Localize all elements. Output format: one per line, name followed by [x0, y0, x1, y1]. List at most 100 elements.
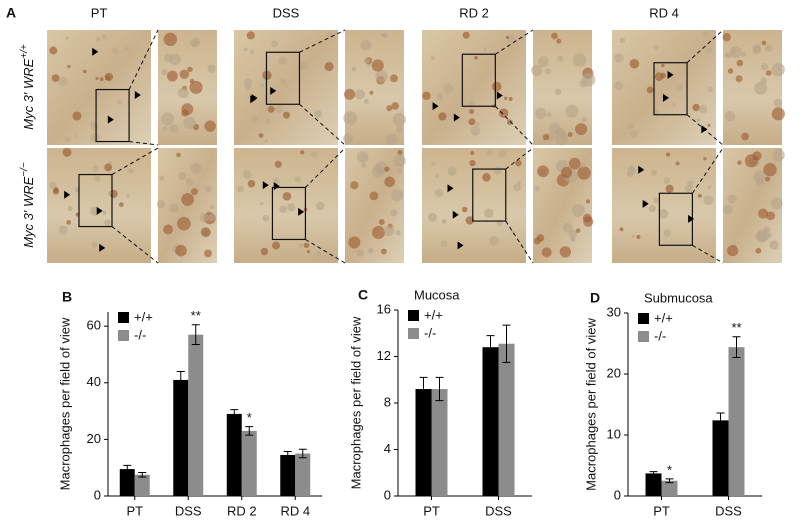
cell: [64, 136, 71, 143]
cell: [661, 63, 665, 68]
bar: [119, 469, 135, 496]
cell: [651, 169, 658, 176]
error-bar: [649, 471, 658, 476]
cell: [462, 31, 470, 39]
cell: [67, 205, 73, 212]
significance-mark: *: [667, 462, 672, 477]
error-bar: [665, 478, 674, 484]
legend-label: -/-: [424, 325, 436, 340]
cell: [371, 59, 384, 72]
arrowhead: [496, 91, 503, 100]
cell: [422, 91, 431, 100]
error-bar: [176, 370, 185, 389]
cell: [371, 165, 385, 178]
arrowhead: [134, 90, 141, 99]
cell: [190, 188, 198, 196]
legend-swatch: [408, 310, 419, 321]
cell: [166, 70, 178, 82]
cell: [314, 110, 323, 118]
cell: [356, 151, 369, 163]
cell: [760, 63, 769, 71]
x-tick-label: PT: [653, 503, 670, 518]
cell: [727, 68, 734, 74]
cell: [546, 112, 552, 118]
cell: [282, 191, 292, 201]
cell: [544, 68, 551, 75]
cell: [102, 210, 107, 215]
inset-link: [305, 239, 346, 264]
significance-mark: **: [191, 308, 201, 323]
cell: [344, 88, 356, 100]
cell: [190, 39, 199, 48]
chart-title: Submucosa: [644, 290, 713, 305]
cell: [390, 74, 398, 83]
cell: [469, 109, 475, 115]
cell: [236, 185, 244, 193]
panel-label: A: [6, 5, 16, 21]
cell: [175, 244, 187, 257]
cell: [730, 48, 736, 55]
cell: [208, 213, 216, 221]
cell: [703, 157, 707, 161]
cell: [469, 160, 476, 167]
cell: [735, 75, 743, 83]
cell: [260, 201, 264, 206]
cell: [654, 69, 659, 74]
cell: [614, 53, 624, 63]
cell: [767, 233, 772, 238]
cell: [636, 234, 641, 239]
cell: [177, 216, 191, 231]
legend-label: -/-: [134, 327, 146, 342]
cell: [169, 53, 181, 66]
cell: [124, 46, 129, 51]
bar: [134, 474, 150, 496]
cell: [189, 80, 203, 94]
cell: [305, 66, 310, 70]
cell: [156, 199, 166, 209]
cell: [579, 79, 587, 88]
cell: [672, 102, 677, 107]
cell: [441, 219, 447, 224]
cell: [351, 66, 357, 72]
arrowhead: [92, 47, 99, 56]
bar: [241, 430, 257, 496]
cell: [554, 88, 562, 96]
cell: [287, 202, 296, 212]
cell: [383, 225, 395, 237]
bar: [188, 334, 204, 496]
error-bar: [419, 376, 428, 402]
y-axis-label: Macrophages per field of view: [348, 316, 363, 489]
row-label-sup: +/+: [19, 44, 30, 59]
x-tick-label: DSS: [175, 503, 202, 518]
cell: [382, 32, 388, 39]
cell: [185, 178, 194, 186]
row-label-text: Myc 3′ WRE: [21, 176, 36, 247]
inset-box: [78, 173, 113, 228]
cell: [663, 229, 671, 237]
cell: [707, 185, 711, 189]
cell: [548, 122, 561, 134]
arrowhead: [688, 214, 695, 223]
inset-link: [299, 103, 346, 146]
cell: [267, 105, 275, 113]
bar: [295, 453, 311, 496]
cell: [703, 195, 714, 206]
error-bar: [298, 448, 307, 459]
cell: [363, 57, 371, 65]
cell: [356, 249, 364, 257]
cell: [181, 193, 195, 206]
significance-mark: **: [731, 320, 741, 335]
cell: [162, 125, 168, 131]
cell: [386, 105, 393, 112]
cell: [696, 118, 701, 123]
cell: [343, 133, 354, 144]
arrowhead: [250, 95, 257, 104]
bar: [645, 473, 662, 496]
cell: [348, 236, 361, 249]
cell: [163, 32, 178, 47]
arrowhead: [107, 115, 114, 124]
cell: [705, 47, 713, 55]
cell: [513, 183, 522, 192]
cell: [517, 180, 522, 185]
